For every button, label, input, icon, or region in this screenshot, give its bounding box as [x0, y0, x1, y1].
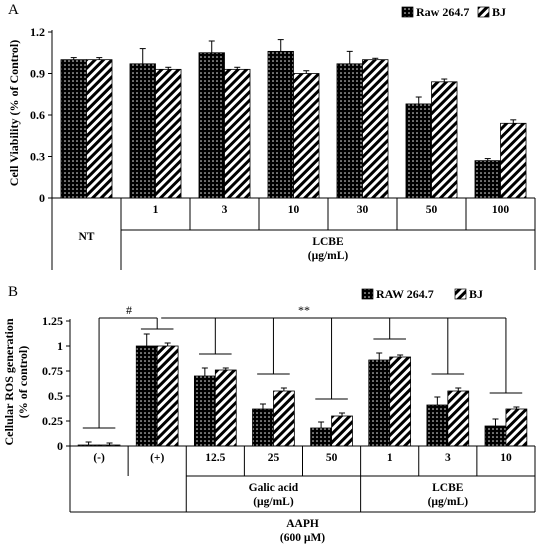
category-label: 50	[426, 204, 438, 216]
annotation-double-star: **	[298, 303, 310, 317]
group-sublabel: (µg/mL)	[308, 250, 349, 262]
bar-bj-1	[155, 68, 182, 199]
bar-raw-264-7-6	[426, 404, 449, 447]
category-label: 25	[268, 452, 280, 464]
legend-label-raw: Raw 264.7	[416, 5, 469, 19]
plot-area-b: 0 0.25 0.5 0.75 1 1.25 Galic acid (µg/mL) LCBE (µ…	[42, 314, 536, 512]
y-tick-label: 0.3	[30, 150, 45, 164]
y-tick-label: 0.25	[42, 414, 63, 428]
legend-label-bj: BJ	[492, 5, 506, 19]
y-tick-label: 0.6	[30, 108, 45, 122]
bar-raw-264-7-7	[484, 425, 507, 447]
legend-label-bj-b: BJ	[469, 287, 483, 301]
category-label: 30	[357, 204, 369, 216]
category-label: 1	[153, 204, 159, 216]
chart-panel-a: A Cell Viability (% of Control) Raw 264.…	[7, 2, 536, 270]
category-label: 100	[492, 204, 510, 216]
bar-raw-264-7-5	[405, 103, 432, 199]
group-label: LCBE	[312, 236, 344, 248]
outer-group-sublabel: (600 µM)	[280, 532, 325, 544]
group-sublabel: (µg/mL)	[253, 496, 294, 508]
y-tick-label: 1.25	[42, 314, 63, 328]
bar-raw-264-7-4	[336, 63, 363, 199]
bar-bj-4	[331, 415, 353, 447]
panel-label-a: A	[8, 2, 19, 18]
chart-panel-b: B Cellular ROS generation (% of control)…	[2, 284, 536, 544]
bar-bj-1	[156, 345, 179, 447]
bar-bj-0	[86, 59, 113, 199]
legend-label-raw-b: RAW 264.7	[376, 287, 434, 301]
bar-raw-264-7-3	[267, 50, 294, 199]
category-label: 10	[288, 204, 300, 216]
legend-b: RAW 264.7 BJ	[361, 287, 483, 301]
y-tick-label: 1.2	[30, 25, 45, 39]
category-label: (+)	[150, 452, 164, 464]
bar-raw-264-7-0	[60, 59, 87, 199]
bar-raw-264-7-2	[193, 375, 216, 447]
plot-area-a: 0 0.3 0.6 0.9 1.2 LCBE (µg/mL) NT 1 3 10 30 50 100	[30, 25, 536, 270]
bar-raw-264-7-4	[310, 427, 332, 447]
y-tick-label: 1	[57, 339, 63, 353]
bar-raw-264-7-1	[129, 63, 156, 199]
bar-bj-3	[273, 390, 295, 447]
y-tick-label: 0.75	[42, 364, 63, 378]
bar-raw-264-7-2	[198, 52, 225, 199]
category-label: NT	[79, 231, 95, 243]
bar-bj-5	[431, 81, 458, 199]
bar-raw-264-7-5	[368, 359, 391, 447]
bar-bj-3	[293, 73, 320, 199]
bar-bj-7	[505, 408, 528, 447]
y-axis-label-a: Cell Viability (% of Control)	[7, 40, 21, 186]
bar-bj-4	[362, 59, 389, 199]
bar-bj-2	[214, 369, 237, 447]
bar-bj-2	[224, 68, 251, 199]
bar-bj-6	[500, 122, 527, 199]
category-label: (-)	[93, 452, 105, 464]
y-tick-label: 0	[39, 191, 45, 205]
outer-group-label: AAPH	[286, 518, 319, 530]
legend-swatch-bj-b	[454, 288, 467, 300]
category-label: 50	[326, 452, 338, 464]
legend-swatch-bj	[477, 6, 490, 18]
category-label: 12.5	[205, 452, 225, 464]
bar-bj-6	[447, 390, 470, 447]
bar-bj-5	[389, 356, 412, 447]
bar-raw-264-7-1	[135, 345, 158, 447]
y-axis-label-b-line2: (% of control)	[16, 346, 30, 418]
annotation-hash: #	[126, 303, 132, 317]
bar-raw-264-7-3	[252, 408, 274, 447]
y-axis-label-b-line1: Cellular ROS generation	[2, 318, 16, 445]
legend-swatch-raw	[401, 6, 414, 18]
y-tick-label: 0.5	[48, 389, 63, 403]
y-tick-label: 0	[57, 439, 63, 453]
legend-a: Raw 264.7 BJ	[401, 5, 506, 19]
category-label: 3	[222, 204, 228, 216]
category-label: 3	[445, 452, 451, 464]
group-label: Galic acid	[249, 482, 299, 494]
legend-swatch-raw-b	[361, 288, 374, 300]
panel-label-b: B	[8, 284, 18, 300]
y-tick-label: 0.9	[30, 67, 45, 81]
group-sublabel: (µg/mL)	[428, 496, 469, 508]
group-label: LCBE	[432, 482, 464, 494]
bar-raw-264-7-6	[474, 160, 501, 199]
category-label: 1	[387, 452, 393, 464]
category-label: 10	[500, 452, 512, 464]
